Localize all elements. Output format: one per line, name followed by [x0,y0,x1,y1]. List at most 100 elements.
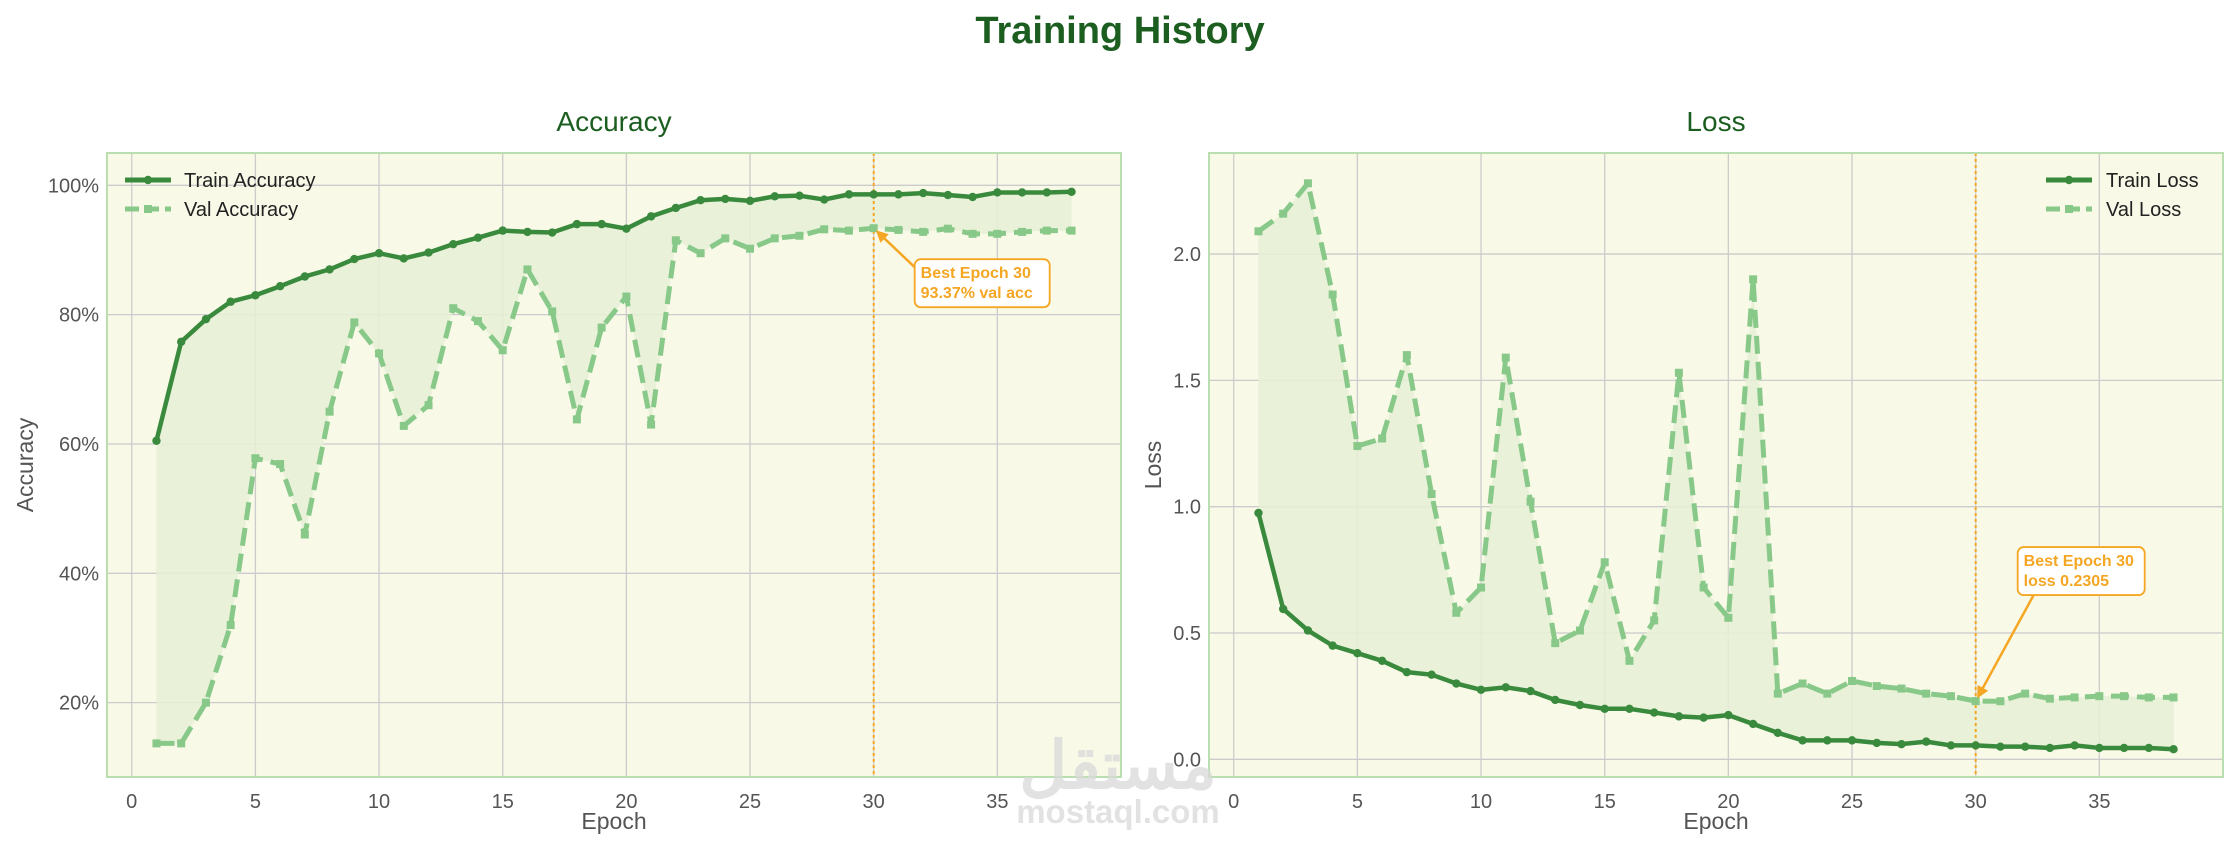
accuracy-y-tick-label: 20% [59,693,99,715]
loss-train-point [1501,683,1510,692]
loss-fill-between [1258,183,2174,750]
accuracy-val-point [869,224,878,233]
loss-val-point [1724,613,1733,622]
watermark-arabic: مستقل [1019,728,1217,802]
loss-val-point [1897,684,1906,693]
accuracy-val-point [152,739,161,748]
loss-train-point [2095,743,2104,753]
accuracy-x-tick-label: 10 [368,791,390,813]
loss-annotation-line2: loss 0.2305 [2024,573,2110,590]
accuracy-val-point [770,234,779,243]
accuracy-val-point [498,346,507,355]
loss-train-point [1625,704,1634,713]
loss-annotation-line1: Best Epoch 30 [2024,553,2134,570]
accuracy-train-point [275,282,285,291]
loss-val-point [1575,626,1584,635]
accuracy-x-tick-label: 0 [126,791,137,813]
loss-train-point [1724,710,1733,720]
accuracy-val-point [300,530,309,539]
loss-series-val-line [1257,180,2174,704]
accuracy-val-point [449,304,458,313]
loss-val-point [1798,679,1807,688]
loss-train-point [1971,741,1980,750]
accuracy-val-point [820,225,829,234]
accuracy-train-point [943,190,953,200]
accuracy-train-point [498,226,507,235]
loss-annotation-box [2016,546,2146,596]
accuracy-train-point [1017,188,1027,197]
accuracy-train-point [1067,187,1076,196]
accuracy-x-tick-label: 35 [986,791,1008,813]
accuracy-val-point [350,318,359,327]
loss-train-point [1649,708,1659,717]
loss-val-point [1773,689,1782,698]
accuracy-best-annotation: Best Epoch 30 93.37% val acc [875,230,1051,309]
loss-train-point [1847,736,1857,745]
loss-val-point [2021,689,2030,698]
loss-val-point [1674,368,1683,377]
loss-x-label: Epoch [1683,808,1748,834]
loss-val-point [1625,656,1634,665]
accuracy-y-tick-label: 40% [59,563,99,585]
loss-y-tick-label: 2.0 [1173,244,1201,266]
accuracy-train-point [523,227,532,237]
accuracy-train-point [622,224,631,233]
loss-x-tick-label: 35 [2088,791,2110,813]
loss-val-point [1699,583,1708,592]
accuracy-train-point [597,219,606,229]
loss-train-point [1600,704,1609,713]
accuracy-train-point [721,194,730,204]
loss-val-point [2070,693,2079,702]
accuracy-val-point [746,244,755,253]
accuracy-train-point [869,190,878,199]
accuracy-val-point [325,407,334,416]
loss-y-tick-label: 0.0 [1173,749,1201,771]
accuracy-train-point [399,254,408,263]
loss-x-tick-label: 15 [1594,791,1616,813]
accuracy-val-point [375,349,384,358]
accuracy-annotation-arrowhead [875,230,889,243]
loss-val-point [1303,179,1312,188]
accuracy-train-point [894,190,903,199]
accuracy-x-tick-label: 25 [739,791,761,813]
accuracy-x-tick-label: 5 [250,791,261,813]
loss-train-point [1452,679,1461,688]
loss-x-tick-label: 5 [1352,791,1363,813]
accuracy-val-point [251,454,260,463]
accuracy-annotation-arrow [880,234,916,269]
loss-y-tick-label: 1.0 [1173,497,1201,519]
accuracy-annotation-line2: 93.37% val acc [921,285,1033,302]
accuracy-val-point [473,317,482,326]
accuracy-legend: Train Accuracy Val Accuracy [125,170,316,221]
accuracy-train-point [424,248,433,257]
accuracy-train-point [770,192,779,201]
accuracy-train-point [547,228,557,237]
accuracy-train-point [473,233,483,242]
loss-train-point [2144,743,2154,753]
accuracy-train-point [844,190,854,199]
loss-train-point [1402,667,1412,677]
loss-train-point [2119,743,2129,753]
loss-legend-label: Val Loss [2106,199,2181,221]
loss-val-point [1254,227,1263,236]
accuracy-val-point [647,420,656,429]
loss-val-point [1353,442,1362,451]
loss-x-tick-label: 0 [1228,791,1239,813]
accuracy-x-label: Epoch [581,808,646,834]
accuracy-annotation-line1: Best Epoch 30 [921,265,1031,282]
accuracy-train-point [918,188,928,198]
loss-val-point [2120,692,2129,701]
accuracy-train-point [696,196,705,205]
loss-val-point [1328,290,1337,299]
loss-val-point [1501,353,1510,362]
loss-val-point [1427,490,1436,499]
loss-val-point [2045,694,2054,703]
loss-x-tick-label: 30 [1965,791,1987,813]
loss-marks [1254,153,2178,777]
loss-title: Loss [1686,106,1745,137]
loss-train-point [1823,736,1832,745]
accuracy-x-tick-label: 15 [492,791,514,813]
accuracy-y-tick-label: 100% [48,175,99,197]
accuracy-train-point [572,219,582,229]
